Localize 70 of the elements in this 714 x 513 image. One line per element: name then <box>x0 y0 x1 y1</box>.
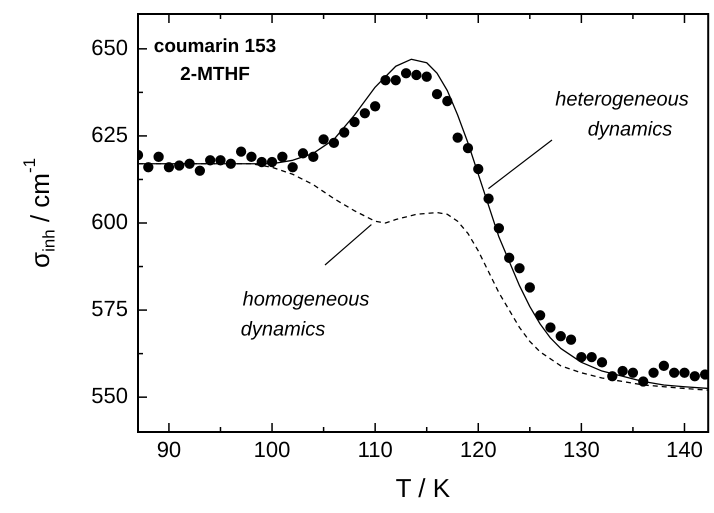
point <box>669 368 680 378</box>
point <box>411 70 422 80</box>
point <box>339 127 350 138</box>
point <box>277 152 288 162</box>
point <box>370 101 380 112</box>
point <box>349 116 360 128</box>
x-tick-label: 90 <box>156 437 182 462</box>
point <box>298 148 308 158</box>
point <box>586 352 597 362</box>
y-tick-label: 600 <box>91 209 128 234</box>
x-tick-label: 140 <box>666 437 703 462</box>
point <box>648 368 659 378</box>
point <box>556 331 566 342</box>
point <box>143 162 154 172</box>
point <box>215 155 226 166</box>
point <box>452 132 463 143</box>
point <box>576 352 587 362</box>
point <box>153 152 164 162</box>
point <box>545 322 556 333</box>
point <box>514 263 525 274</box>
point <box>534 310 546 320</box>
point <box>266 156 278 168</box>
point <box>226 158 236 169</box>
x-axis-title: T / K <box>396 473 451 504</box>
point <box>380 75 391 86</box>
x-tick-label: 100 <box>254 437 290 462</box>
annotation: homogeneous dynamics <box>240 288 370 341</box>
point <box>164 162 174 172</box>
point <box>328 138 340 148</box>
y-tick-label: 650 <box>91 34 128 60</box>
point <box>256 156 267 168</box>
point <box>628 368 638 378</box>
point <box>194 166 206 176</box>
point <box>174 160 184 171</box>
point <box>607 371 618 382</box>
y-tick-label: 625 <box>91 122 128 147</box>
point <box>658 360 670 371</box>
point <box>690 371 700 382</box>
annotation: coumarin 153 2-MTHF <box>154 36 276 86</box>
point <box>483 193 494 204</box>
x-tick-label: 130 <box>563 437 600 462</box>
point <box>390 75 401 86</box>
point <box>504 252 514 263</box>
point <box>566 334 576 345</box>
y-tick-label: 575 <box>91 296 128 322</box>
point <box>473 164 484 174</box>
point <box>442 96 452 106</box>
point <box>617 366 628 376</box>
point <box>462 142 474 154</box>
point <box>318 134 329 145</box>
x-tick-label: 120 <box>460 437 497 462</box>
point <box>494 223 504 234</box>
point <box>360 108 370 118</box>
point <box>246 152 257 162</box>
point <box>236 146 246 157</box>
point <box>184 158 195 169</box>
point <box>524 282 535 293</box>
point <box>308 152 318 162</box>
point <box>679 368 690 378</box>
point <box>422 72 432 82</box>
y-tick-label: 550 <box>91 383 128 408</box>
point <box>638 376 648 387</box>
point <box>596 357 608 368</box>
x-tick-label: 110 <box>358 437 393 462</box>
annotation: heterogeneous dynamics <box>555 88 689 141</box>
point <box>205 155 216 166</box>
point <box>400 68 412 78</box>
point <box>432 88 442 100</box>
y-axis-title: σinh / cm-1 <box>20 158 58 268</box>
point <box>288 162 298 172</box>
